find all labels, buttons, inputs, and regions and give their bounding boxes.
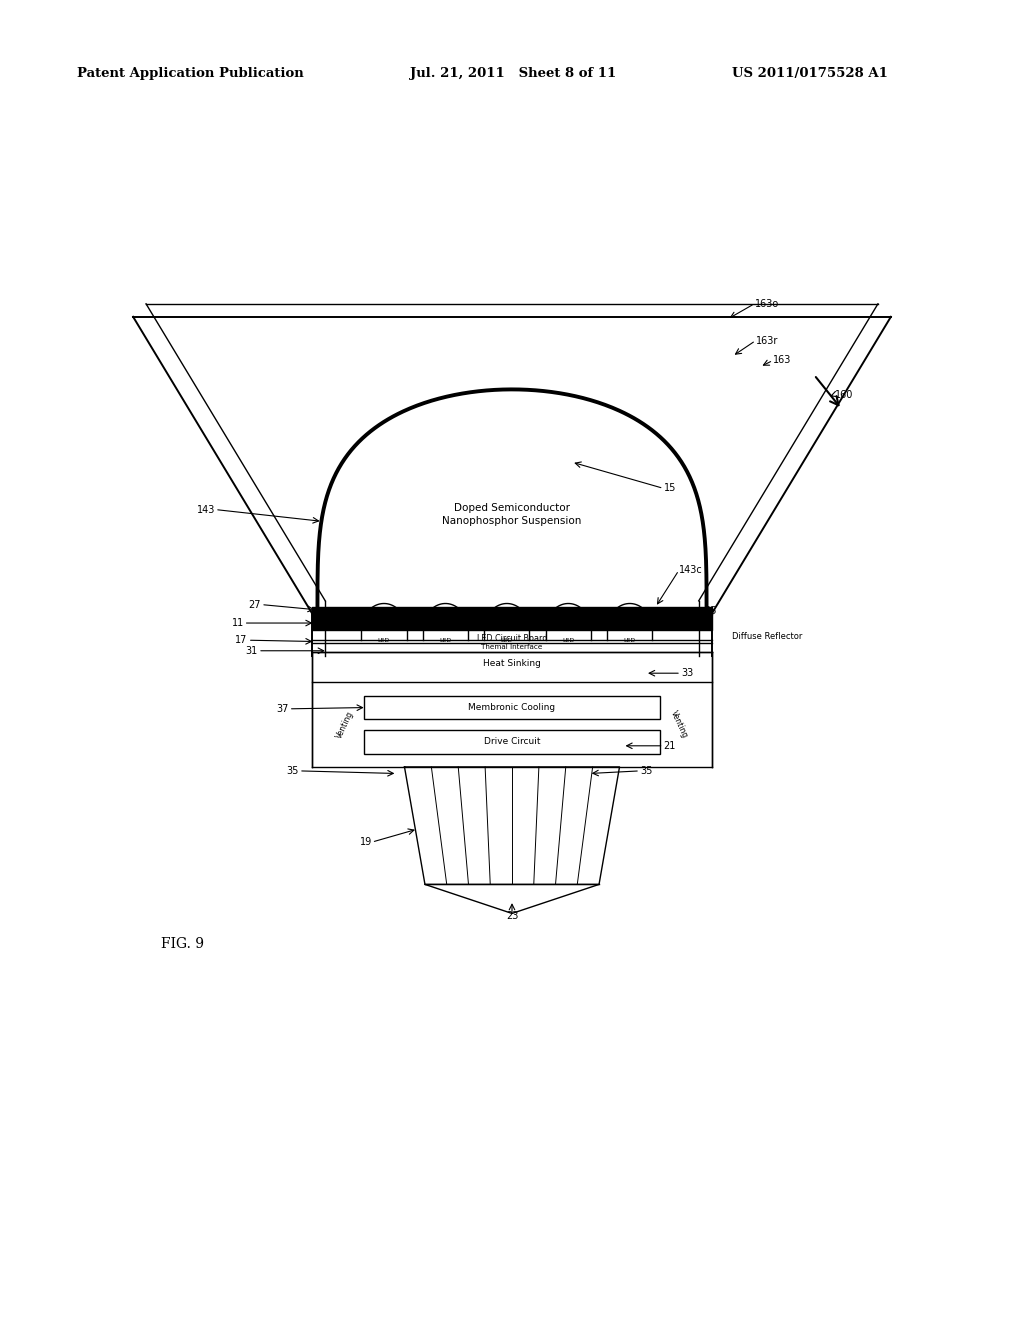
Bar [364, 696, 660, 719]
Text: 23: 23 [506, 911, 518, 921]
Text: Diffuse Reflector: Diffuse Reflector [732, 632, 803, 640]
Text: 19: 19 [359, 837, 372, 847]
Text: FIG. 9: FIG. 9 [161, 937, 204, 950]
Text: 163: 163 [773, 355, 792, 366]
Text: 11: 11 [231, 618, 244, 628]
Text: LED: LED [439, 638, 452, 643]
Text: 163o: 163o [755, 298, 779, 309]
Text: US 2011/0175528 A1: US 2011/0175528 A1 [732, 67, 888, 81]
Text: 143: 143 [197, 504, 215, 515]
Text: 35: 35 [287, 766, 299, 776]
Text: Jul. 21, 2011   Sheet 8 of 11: Jul. 21, 2011 Sheet 8 of 11 [410, 67, 615, 81]
Text: 160: 160 [835, 389, 853, 400]
Text: Drive Circuit: Drive Circuit [483, 738, 541, 746]
Text: Patent Application Publication: Patent Application Publication [77, 67, 303, 81]
Text: LED Circuit Board: LED Circuit Board [477, 635, 547, 643]
Text: 15: 15 [664, 483, 676, 494]
Text: Doped Semiconductor
Nanophosphor Suspension: Doped Semiconductor Nanophosphor Suspens… [442, 503, 582, 527]
Text: 163r: 163r [756, 335, 778, 346]
Text: 33: 33 [681, 668, 693, 678]
Text: 21: 21 [664, 741, 676, 751]
Text: LED: LED [624, 638, 636, 643]
Text: LED: LED [378, 638, 390, 643]
Text: Membronic Cooling: Membronic Cooling [468, 704, 556, 711]
Text: Heat Sinking: Heat Sinking [483, 660, 541, 668]
Text: LED: LED [562, 638, 574, 643]
Text: Venting: Venting [669, 710, 689, 739]
Text: 37: 37 [276, 704, 289, 714]
Text: 31: 31 [246, 645, 258, 656]
Text: Themal Interface: Themal Interface [481, 644, 543, 651]
Bar [364, 730, 660, 754]
Text: 35: 35 [640, 766, 652, 776]
Text: Index Matching Gel: Index Matching Gel [473, 614, 551, 623]
Text: 17: 17 [236, 635, 248, 645]
Text: 143c: 143c [679, 565, 702, 576]
Text: Venting: Venting [335, 710, 355, 739]
Text: 25: 25 [705, 606, 717, 616]
Text: LED: LED [501, 638, 513, 643]
Text: 27: 27 [249, 599, 261, 610]
